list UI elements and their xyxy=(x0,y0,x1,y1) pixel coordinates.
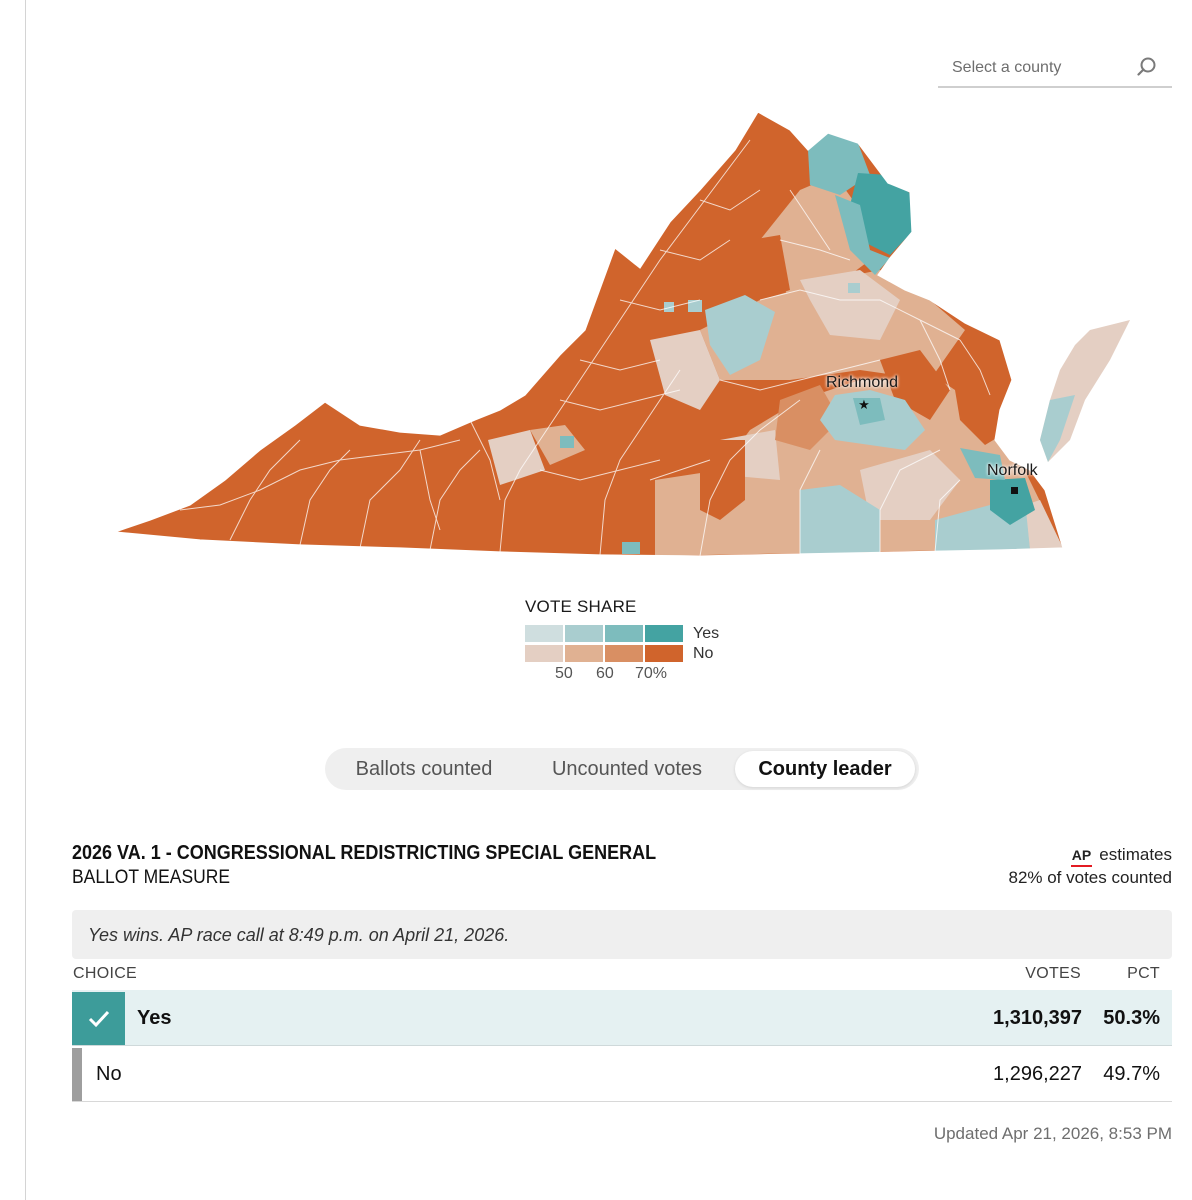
richmond-star-icon: ★ xyxy=(858,397,870,412)
header-pct: PCT xyxy=(1127,965,1160,982)
choice-color-bar xyxy=(72,1048,82,1101)
county-southside-strong xyxy=(700,440,745,520)
race-call-banner: Yes wins. AP race call at 8:49 p.m. on A… xyxy=(72,910,1172,959)
votes-yes: 1,310,397 xyxy=(993,1007,1082,1029)
legend-row-no: No xyxy=(525,645,713,662)
county-virginia-beach-south xyxy=(1025,500,1063,550)
legend-swatch-yes-3 xyxy=(605,625,643,642)
county-southeast-light xyxy=(860,450,960,520)
legend-title: VOTE SHARE xyxy=(525,597,637,616)
county-search[interactable] xyxy=(938,50,1172,88)
legend-row-yes: Yes xyxy=(525,625,719,642)
county-caroline-area xyxy=(800,270,900,340)
county-harrisonburg xyxy=(688,300,702,312)
county-richmond-city xyxy=(853,398,885,425)
county-northampton xyxy=(1040,395,1075,462)
pct-yes: 50.3% xyxy=(1103,1007,1160,1029)
city-label-norfolk: Norfolk xyxy=(987,462,1038,479)
ap-logo: AP xyxy=(1070,847,1093,867)
county-search-input[interactable] xyxy=(952,56,1132,80)
county-hanover-area xyxy=(880,350,950,420)
county-radford xyxy=(560,436,574,448)
virginia-map-svg[interactable]: ★ xyxy=(100,100,1150,570)
legend-swatch-yes-2 xyxy=(565,625,603,642)
county-albemarle-area xyxy=(650,330,720,410)
header-votes: VOTES xyxy=(1025,965,1081,982)
votes-counted: 82% of votes counted xyxy=(1008,868,1172,887)
result-row-no: No 1,296,227 49.7% xyxy=(72,1046,1172,1102)
toggle-uncounted-votes[interactable]: Uncounted votes xyxy=(551,758,703,780)
county-albemarle xyxy=(705,295,775,375)
search-icon[interactable] xyxy=(1136,56,1158,78)
legend-tick-70: 70% xyxy=(635,665,668,682)
votes-no: 1,296,227 xyxy=(993,1063,1082,1085)
legend-swatch-yes-4 xyxy=(645,625,683,642)
legend-label-no: No xyxy=(693,645,714,662)
county-borders xyxy=(179,139,991,556)
toggle-ballots-counted[interactable]: Ballots counted xyxy=(355,758,493,780)
vote-share-legend: VOTE SHARE Yes No 50 60 70% xyxy=(525,597,765,687)
county-loudoun xyxy=(808,133,870,195)
county-fredericksburg xyxy=(848,283,860,293)
choice-yes: Yes xyxy=(137,1007,172,1029)
ap-estimates-label: estimates xyxy=(1099,845,1172,864)
updated-timestamp: Updated Apr 21, 2026, 8:53 PM xyxy=(933,1124,1172,1143)
left-divider xyxy=(25,0,26,1200)
legend-swatch-no-4 xyxy=(645,645,683,662)
legend-swatch-yes-1 xyxy=(525,625,563,642)
county-norfolk xyxy=(990,478,1035,525)
ap-estimates: AP estimates 82% of votes counted xyxy=(1008,845,1172,888)
choice-no: No xyxy=(96,1063,122,1085)
virginia-outline xyxy=(114,111,1064,557)
virginia-county-map[interactable]: ★ Richmond Norfolk xyxy=(100,100,1150,570)
county-brunswick-area xyxy=(800,485,880,554)
county-danville xyxy=(622,542,640,554)
race-title: 2026 VA. 1 - CONGRESSIONAL REDISTRICTING… xyxy=(72,842,657,864)
city-label-richmond: Richmond xyxy=(826,374,899,391)
legend-swatch-no-2 xyxy=(565,645,603,662)
legend-swatch-no-1 xyxy=(525,645,563,662)
winner-check-icon xyxy=(72,992,125,1045)
legend-tick-50: 50 xyxy=(555,665,573,682)
toggle-county-leader[interactable]: County leader xyxy=(735,751,915,787)
race-subtitle: BALLOT MEASURE xyxy=(72,867,231,888)
map-view-toggle: Ballots counted Uncounted votes County l… xyxy=(325,748,919,790)
county-montgomery-area xyxy=(488,430,545,485)
county-hampton-newport-news xyxy=(960,448,1005,480)
county-staunton xyxy=(664,302,674,312)
southside-region xyxy=(655,380,1063,556)
pct-no: 49.7% xyxy=(1103,1063,1160,1085)
result-row-yes: Yes 1,310,397 50.3% xyxy=(72,990,1172,1046)
norfolk-square-icon xyxy=(1011,487,1018,494)
legend-ticks: 50 60 70% xyxy=(525,665,725,685)
county-prince-william xyxy=(835,195,890,275)
legend-swatch-no-3 xyxy=(605,645,643,662)
county-powhatan-area xyxy=(775,385,840,450)
county-culpeper-area xyxy=(750,235,790,300)
header-choice: CHOICE xyxy=(73,965,138,982)
legend-label-yes: Yes xyxy=(693,625,720,642)
legend-tick-60: 60 xyxy=(596,665,614,682)
